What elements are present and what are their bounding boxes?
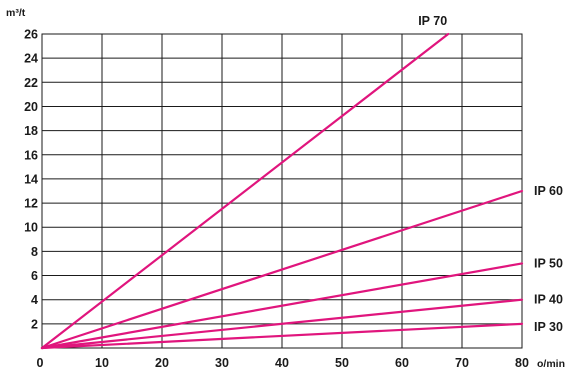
series-lines <box>40 32 524 350</box>
series-label: IP 40 <box>534 293 563 307</box>
series-line-ip-70 <box>40 32 450 350</box>
y-tick-label: 26 <box>24 28 38 42</box>
x-tick-label: 50 <box>335 356 349 370</box>
x-tick-label: 30 <box>215 356 229 370</box>
y-tick-label: 24 <box>24 52 38 66</box>
series-labels: IP 70 IP 60 IP 50 IP 40 IP 30 <box>418 14 563 334</box>
series-label: IP 70 <box>418 14 447 28</box>
series-line-ip-50 <box>40 262 524 350</box>
x-tick-label: 20 <box>155 356 169 370</box>
y-tick-label: 6 <box>31 269 38 283</box>
x-tick-label: 10 <box>95 356 109 370</box>
y-tick-label: 18 <box>24 124 38 138</box>
series-line-ip-60 <box>40 189 524 350</box>
y-tick-label: 8 <box>31 245 38 259</box>
y-tick-label: 14 <box>24 172 38 186</box>
x-tick-label: 80 <box>515 356 529 370</box>
y-tick-label: 20 <box>24 100 38 114</box>
y-axis-label: m³/t <box>6 7 26 19</box>
y-tick-label: 12 <box>24 197 38 211</box>
x-axis-label: o/min <box>537 358 565 370</box>
series-label: IP 60 <box>534 184 563 198</box>
x-tick-labels: 0 10 20 30 40 50 60 70 80 <box>37 356 529 370</box>
x-tick-label: 60 <box>395 356 409 370</box>
series-label: IP 30 <box>534 320 563 334</box>
series-label: IP 50 <box>534 256 563 270</box>
grid-lines <box>41 33 523 349</box>
series-line-ip-30 <box>40 322 524 350</box>
y-tick-label: 2 <box>31 317 38 331</box>
series-line-ip-40 <box>40 298 524 350</box>
x-tick-label: 0 <box>37 356 44 370</box>
y-tick-label: 4 <box>31 293 38 307</box>
x-tick-label: 40 <box>275 356 289 370</box>
x-tick-label: 70 <box>455 356 469 370</box>
y-tick-label: 16 <box>24 148 38 162</box>
y-tick-label: 22 <box>24 76 38 90</box>
y-tick-label: 10 <box>24 221 38 235</box>
